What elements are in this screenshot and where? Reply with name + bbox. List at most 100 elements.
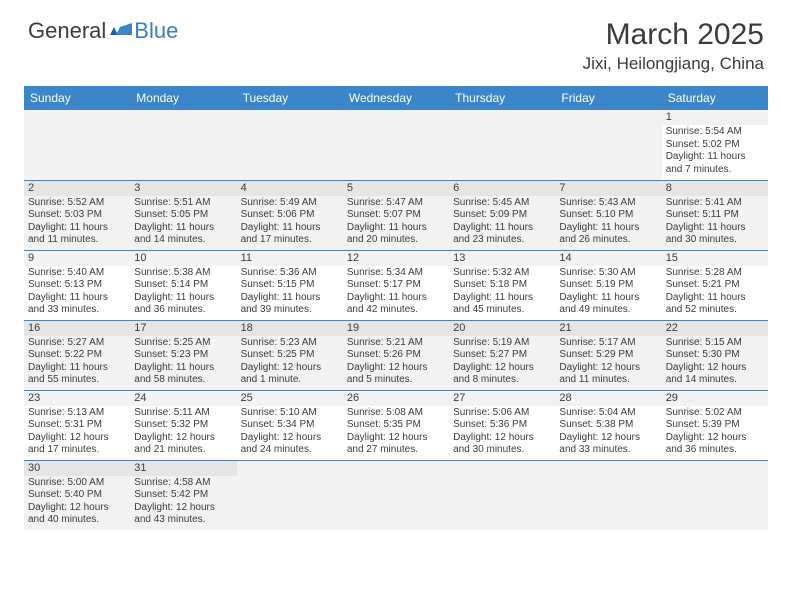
sunset-text: Sunset: 5:31 PM [28, 419, 126, 432]
sunset-text: Sunset: 5:10 PM [559, 209, 657, 222]
daylight-text: Daylight: 12 hours [28, 432, 126, 445]
calendar-day-cell: 27Sunrise: 5:06 AMSunset: 5:36 PMDayligh… [449, 390, 555, 460]
daylight-text: Daylight: 12 hours [241, 432, 339, 445]
daylight-text: and 43 minutes. [134, 514, 232, 527]
sunset-text: Sunset: 5:18 PM [453, 279, 551, 292]
calendar-day-cell: 1Sunrise: 5:54 AMSunset: 5:02 PMDaylight… [662, 110, 768, 180]
sunset-text: Sunset: 5:36 PM [453, 419, 551, 432]
sunset-text: Sunset: 5:13 PM [28, 279, 126, 292]
calendar-day-cell: 22Sunrise: 5:15 AMSunset: 5:30 PMDayligh… [662, 320, 768, 390]
daylight-text: and 30 minutes. [666, 234, 764, 247]
sunset-text: Sunset: 5:14 PM [134, 279, 232, 292]
daylight-text: Daylight: 12 hours [134, 502, 232, 515]
sunrise-text: Sunrise: 5:49 AM [241, 197, 339, 210]
sunset-text: Sunset: 5:40 PM [28, 489, 126, 502]
sunrise-text: Sunrise: 5:41 AM [666, 197, 764, 210]
daylight-text: Daylight: 12 hours [134, 432, 232, 445]
sunrise-text: Sunrise: 5:51 AM [134, 197, 232, 210]
empty-day-cell [130, 110, 236, 180]
sunset-text: Sunset: 5:03 PM [28, 209, 126, 222]
daylight-text: Daylight: 11 hours [241, 292, 339, 305]
day-number: 27 [453, 392, 551, 404]
daylight-text: and 39 minutes. [241, 304, 339, 317]
calendar-week-row: 9Sunrise: 5:40 AMSunset: 5:13 PMDaylight… [24, 250, 768, 320]
day-number-strip: 6 [449, 181, 555, 196]
sunrise-text: Sunrise: 5:10 AM [241, 407, 339, 420]
weekday-header-row: Sunday Monday Tuesday Wednesday Thursday… [24, 86, 768, 110]
sunrise-text: Sunrise: 5:28 AM [666, 267, 764, 280]
daylight-text: and 1 minute. [241, 374, 339, 387]
sunrise-text: Sunrise: 4:58 AM [134, 477, 232, 490]
sunset-text: Sunset: 5:05 PM [134, 209, 232, 222]
sunrise-text: Sunrise: 5:30 AM [559, 267, 657, 280]
calendar-week-row: 30Sunrise: 5:00 AMSunset: 5:40 PMDayligh… [24, 460, 768, 530]
daylight-text: and 14 minutes. [666, 374, 764, 387]
daylight-text: and 33 minutes. [559, 444, 657, 457]
day-number: 23 [28, 392, 126, 404]
day-number-strip: 8 [662, 181, 768, 196]
day-number-strip: 16 [24, 321, 130, 336]
sunrise-text: Sunrise: 5:23 AM [241, 337, 339, 350]
sunrise-text: Sunrise: 5:43 AM [559, 197, 657, 210]
daylight-text: and 26 minutes. [559, 234, 657, 247]
day-number: 15 [666, 252, 764, 264]
sunset-text: Sunset: 5:34 PM [241, 419, 339, 432]
day-number: 30 [28, 462, 126, 474]
day-number: 10 [134, 252, 232, 264]
logo: General Blue [28, 18, 178, 44]
sunset-text: Sunset: 5:21 PM [666, 279, 764, 292]
sunset-text: Sunset: 5:39 PM [666, 419, 764, 432]
calendar-body: 1Sunrise: 5:54 AMSunset: 5:02 PMDaylight… [24, 110, 768, 530]
daylight-text: and 42 minutes. [347, 304, 445, 317]
daylight-text: Daylight: 11 hours [347, 292, 445, 305]
sunset-text: Sunset: 5:02 PM [666, 139, 764, 152]
day-number: 11 [241, 252, 339, 264]
daylight-text: and 36 minutes. [134, 304, 232, 317]
daylight-text: Daylight: 11 hours [666, 292, 764, 305]
calendar-table: Sunday Monday Tuesday Wednesday Thursday… [24, 86, 768, 530]
daylight-text: Daylight: 12 hours [666, 362, 764, 375]
day-number-strip: 23 [24, 391, 130, 406]
daylight-text: Daylight: 11 hours [134, 292, 232, 305]
sunrise-text: Sunrise: 5:04 AM [559, 407, 657, 420]
calendar-day-cell: 2Sunrise: 5:52 AMSunset: 5:03 PMDaylight… [24, 180, 130, 250]
sunrise-text: Sunrise: 5:13 AM [28, 407, 126, 420]
daylight-text: Daylight: 11 hours [28, 222, 126, 235]
day-number: 24 [134, 392, 232, 404]
daylight-text: and 45 minutes. [453, 304, 551, 317]
sunrise-text: Sunrise: 5:38 AM [134, 267, 232, 280]
location-text: Jixi, Heilongjiang, China [583, 54, 764, 74]
empty-day-cell [555, 460, 661, 530]
day-number-strip: 9 [24, 251, 130, 266]
sunset-text: Sunset: 5:25 PM [241, 349, 339, 362]
daylight-text: Daylight: 11 hours [134, 222, 232, 235]
daylight-text: and 58 minutes. [134, 374, 232, 387]
daylight-text: Daylight: 12 hours [347, 432, 445, 445]
sunset-text: Sunset: 5:32 PM [134, 419, 232, 432]
calendar-day-cell: 14Sunrise: 5:30 AMSunset: 5:19 PMDayligh… [555, 250, 661, 320]
empty-day-cell [555, 110, 661, 180]
calendar-day-cell: 21Sunrise: 5:17 AMSunset: 5:29 PMDayligh… [555, 320, 661, 390]
daylight-text: Daylight: 12 hours [347, 362, 445, 375]
sunrise-text: Sunrise: 5:34 AM [347, 267, 445, 280]
calendar-day-cell: 17Sunrise: 5:25 AMSunset: 5:23 PMDayligh… [130, 320, 236, 390]
day-number-strip: 27 [449, 391, 555, 406]
day-number-strip: 14 [555, 251, 661, 266]
sunset-text: Sunset: 5:29 PM [559, 349, 657, 362]
daylight-text: and 33 minutes. [28, 304, 126, 317]
day-number: 13 [453, 252, 551, 264]
daylight-text: Daylight: 12 hours [559, 362, 657, 375]
sunrise-text: Sunrise: 5:32 AM [453, 267, 551, 280]
sunset-text: Sunset: 5:19 PM [559, 279, 657, 292]
daylight-text: and 52 minutes. [666, 304, 764, 317]
calendar-day-cell: 25Sunrise: 5:10 AMSunset: 5:34 PMDayligh… [237, 390, 343, 460]
day-number-strip: 11 [237, 251, 343, 266]
daylight-text: and 11 minutes. [559, 374, 657, 387]
title-block: March 2025 Jixi, Heilongjiang, China [583, 18, 764, 74]
day-number-strip: 17 [130, 321, 236, 336]
sunset-text: Sunset: 5:09 PM [453, 209, 551, 222]
day-number: 17 [134, 322, 232, 334]
sunrise-text: Sunrise: 5:27 AM [28, 337, 126, 350]
calendar-day-cell: 30Sunrise: 5:00 AMSunset: 5:40 PMDayligh… [24, 460, 130, 530]
daylight-text: Daylight: 12 hours [559, 432, 657, 445]
